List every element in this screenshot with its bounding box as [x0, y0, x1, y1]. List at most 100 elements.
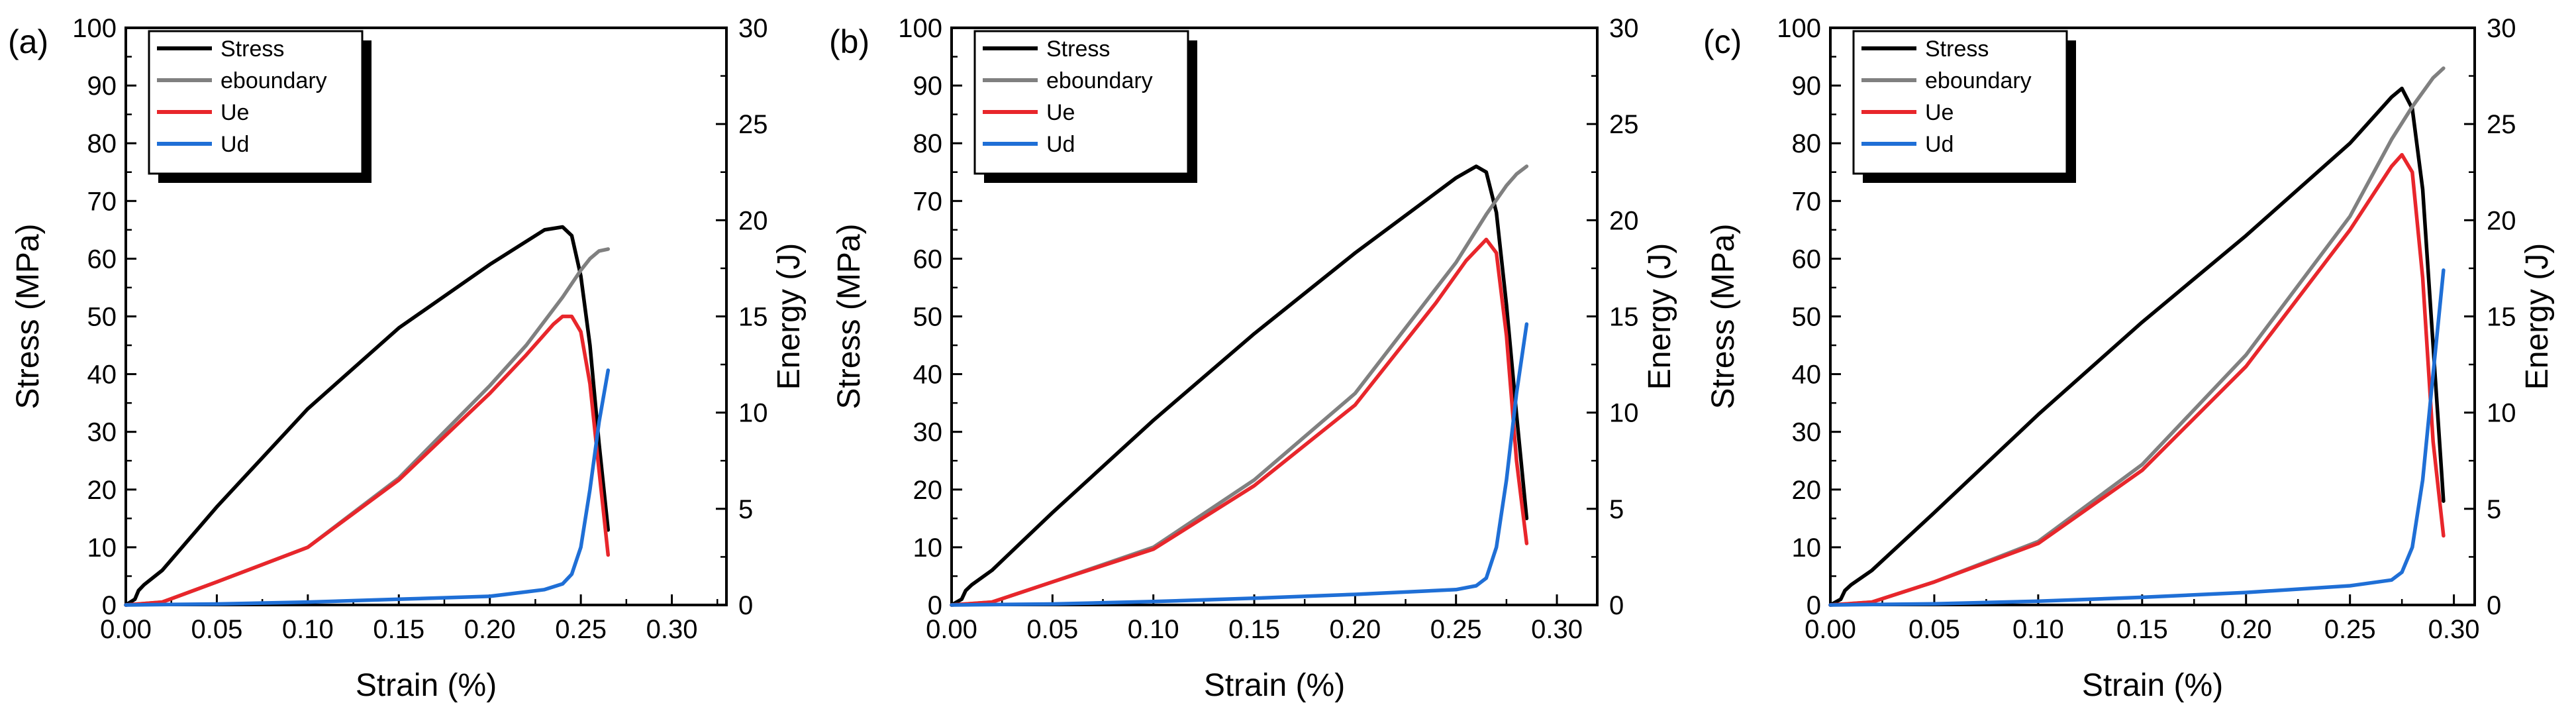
x-tick-label: 0.00: [1805, 615, 1856, 644]
y-left-tick-label: 70: [87, 187, 117, 216]
x-tick-label: 0.05: [1908, 615, 1960, 644]
y-left-tick-label: 60: [1792, 245, 1822, 274]
legend-label-stress: Stress: [221, 36, 284, 62]
legend-label-stress: Stress: [1925, 36, 1989, 62]
chart-svg-c: (c)0.00 0.05 0.10 0.15 0.20 0.25 0.30010203040…: [1703, 14, 2555, 703]
y-right-tick-label: 0: [2487, 591, 2501, 620]
y-left-axis-title: Stress (MPa): [832, 223, 867, 409]
y-right-tick-label: 25: [738, 110, 768, 139]
x-tick-label: 0.05: [1026, 615, 1078, 644]
y-right-tick-label: 30: [1609, 14, 1639, 43]
y-left-tick-label: 80: [87, 129, 117, 158]
y-right-axis-title: Energy (J): [2520, 243, 2555, 390]
y-left-tick-label: 40: [1792, 360, 1822, 390]
x-axis-title: Strain (%): [1204, 668, 1345, 703]
y-left-tick-label: 100: [898, 14, 942, 43]
x-tick-label: 0.10: [282, 615, 334, 644]
x-axis-title: Strain (%): [2082, 668, 2223, 703]
y-left-tick-label: 30: [1792, 418, 1822, 447]
y-left-axis-title: Stress (MPa): [11, 223, 46, 409]
x-tick-label: 0.15: [1228, 615, 1280, 644]
series-line-ue: [1828, 152, 2446, 607]
y-left-tick-label: 10: [87, 533, 117, 563]
y-right-tick-label: 5: [2487, 495, 2501, 524]
legend-label-eboundary: eboundary: [221, 68, 327, 93]
chart-svg-a: (a) 0.00 0.05 0.10 0.15 0.20 0.25 0.30 0 10 20 30 40…: [8, 14, 807, 703]
y-left-tick-label: 50: [1792, 303, 1822, 332]
chart-panel-c: (c) 0.00 0.05 0.10 0.15 0.20 0.25 0.30 0 10 20 30 40…: [1695, 0, 2576, 710]
series-line-ud: [1828, 268, 2446, 607]
series-line-eboundary: [950, 164, 1529, 607]
y-right-tick-label: 25: [2487, 110, 2516, 139]
chart-svg-b: (b) 0.00 0.05 0.10 0.15 0.20 0.25 0.30 0 10 20 30 40…: [829, 14, 1677, 703]
y-right-tick-label: 25: [1609, 110, 1639, 139]
y-left-tick-label: 20: [1792, 476, 1822, 505]
x-tick-label: 0.30: [1531, 615, 1583, 644]
legend-box: [148, 30, 364, 175]
y-left-tick-label: 100: [72, 14, 117, 43]
x-tick-label: 0.20: [1329, 615, 1381, 644]
x-tick-label: 0.15: [373, 615, 424, 644]
y-left-tick-label: 10: [1792, 533, 1822, 563]
y-right-tick-label: 30: [2487, 14, 2516, 43]
y-left-tick-label: 60: [87, 245, 117, 274]
y-right-tick-label: 20: [1609, 206, 1639, 235]
y-right-tick-label: 20: [738, 206, 768, 235]
y-left-tick-label: 70: [913, 187, 943, 216]
x-tick-label: 0.10: [2012, 615, 2064, 644]
y-right-tick-label: 15: [2487, 303, 2516, 332]
x-tick-label: 0.00: [100, 615, 152, 644]
y-right-axis-title: Energy (J): [771, 243, 807, 390]
legend-label-ue: Ue: [1046, 100, 1075, 125]
y-left-tick-label: 30: [913, 418, 943, 447]
series-line-ud: [950, 322, 1529, 607]
y-left-tick-label: 10: [913, 533, 943, 563]
x-tick-label: 0.30: [2428, 615, 2480, 644]
y-left-tick-label: 0: [102, 591, 117, 620]
x-tick-label: 0.25: [555, 615, 607, 644]
y-right-axis-title: Energy (J): [1642, 243, 1677, 390]
y-right-tick-label: 20: [2487, 206, 2516, 235]
chart-panel-a: (a) 0.00 0.05 0.10 0.15 0.20 0.25 0.30 0 10 20 30 40…: [0, 0, 821, 710]
x-tick-label: 0.30: [646, 615, 698, 644]
y-right-tick-label: 15: [1609, 303, 1639, 332]
legend-label-stress: Stress: [1046, 36, 1110, 62]
series-line-stress: [950, 164, 1529, 607]
legend-label-ue: Ue: [1925, 100, 1954, 125]
chart-panel-b: (b) 0.00 0.05 0.10 0.15 0.20 0.25 0.30 0 10 20 30 40…: [821, 0, 1695, 710]
y-right-tick-label: 15: [738, 303, 768, 332]
y-right-tick-label: 10: [738, 399, 768, 428]
x-tick-label: 0.05: [191, 615, 242, 644]
series-line-stress: [1828, 86, 2446, 607]
y-left-tick-label: 90: [913, 72, 943, 101]
x-tick-label: 0.25: [2324, 615, 2376, 644]
y-left-tick-label: 40: [913, 360, 943, 390]
panel-label: (c): [1703, 23, 1742, 60]
y-right-tick-label: 0: [738, 591, 753, 620]
legend-label-ue: Ue: [221, 100, 249, 125]
series-line-ue: [950, 237, 1529, 607]
y-left-tick-label: 60: [913, 245, 943, 274]
y-right-tick-label: 10: [1609, 399, 1639, 428]
y-left-axis-title: Stress (MPa): [1706, 223, 1741, 409]
legend-box: [1852, 30, 2068, 175]
y-left-tick-label: 90: [87, 72, 117, 101]
x-tick-label: 0.10: [1128, 615, 1179, 644]
x-tick-label: 0.25: [1430, 615, 1482, 644]
y-left-tick-label: 100: [1777, 14, 1821, 43]
y-left-tick-label: 70: [1792, 187, 1822, 216]
y-left-tick-label: 20: [87, 476, 117, 505]
legend-box: [973, 30, 1189, 175]
y-left-tick-label: 50: [913, 303, 943, 332]
series-line-eboundary: [124, 247, 611, 607]
y-left-tick-label: 20: [913, 476, 943, 505]
y-left-tick-label: 40: [87, 360, 117, 390]
y-left-tick-label: 80: [1792, 129, 1822, 158]
y-left-tick-label: 90: [1792, 72, 1822, 101]
y-right-tick-label: 0: [1609, 591, 1624, 620]
x-tick-label: 0.20: [464, 615, 516, 644]
y-right-tick-label: 5: [738, 495, 753, 524]
series-line-ud: [124, 368, 611, 607]
y-left-tick-label: 30: [87, 418, 117, 447]
x-tick-label: 0.15: [2116, 615, 2168, 644]
